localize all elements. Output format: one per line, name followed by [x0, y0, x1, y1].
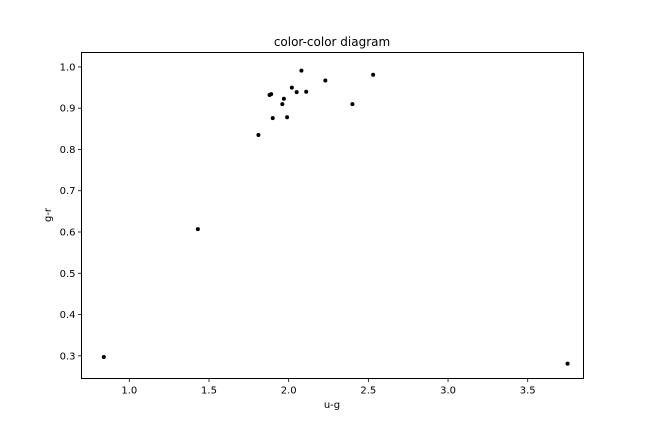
plot-frame: [81, 52, 584, 379]
data-point: [270, 116, 275, 121]
data-point: [280, 102, 285, 107]
x-tick-label: 2.0: [281, 386, 297, 397]
y-tick-label: 0.4: [60, 310, 76, 321]
data-point: [299, 68, 304, 73]
y-tick-label: 0.7: [60, 186, 76, 197]
y-tick-label: 0.5: [60, 269, 76, 280]
y-tick-label: 1.0: [60, 62, 76, 73]
x-tick-label: 2.5: [360, 386, 376, 397]
x-axis-label: u-g: [324, 400, 340, 411]
chart-title: color-color diagram: [274, 35, 390, 49]
data-point: [323, 78, 328, 83]
data-point: [285, 115, 290, 120]
axis-ticks: 1.0 1.5 2.0 2.5 3.0 3.5 0.3 0.4 0.5 0.6 0.7 0.8 0.9 1…: [60, 62, 536, 396]
y-tick-label: 0.8: [60, 145, 76, 156]
data-point: [350, 102, 355, 107]
y-tick-label: 0.9: [60, 104, 76, 115]
x-tick-label: 1.0: [121, 386, 137, 397]
x-tick-label: 1.5: [201, 386, 217, 397]
data-point: [101, 355, 106, 360]
data-point: [294, 90, 299, 95]
data-point: [304, 89, 309, 94]
data-point: [371, 72, 376, 77]
data-point: [269, 92, 274, 97]
y-axis-label: g-r: [43, 207, 54, 222]
data-point: [281, 96, 286, 101]
data-points: [101, 68, 570, 366]
data-point: [289, 85, 294, 90]
data-point: [256, 133, 261, 138]
x-tick-label: 3.0: [440, 386, 456, 397]
data-point: [565, 361, 570, 366]
x-tick-label: 3.5: [520, 386, 536, 397]
y-tick-label: 0.6: [60, 228, 76, 239]
data-point: [195, 227, 200, 232]
y-tick-label: 0.3: [60, 351, 76, 362]
